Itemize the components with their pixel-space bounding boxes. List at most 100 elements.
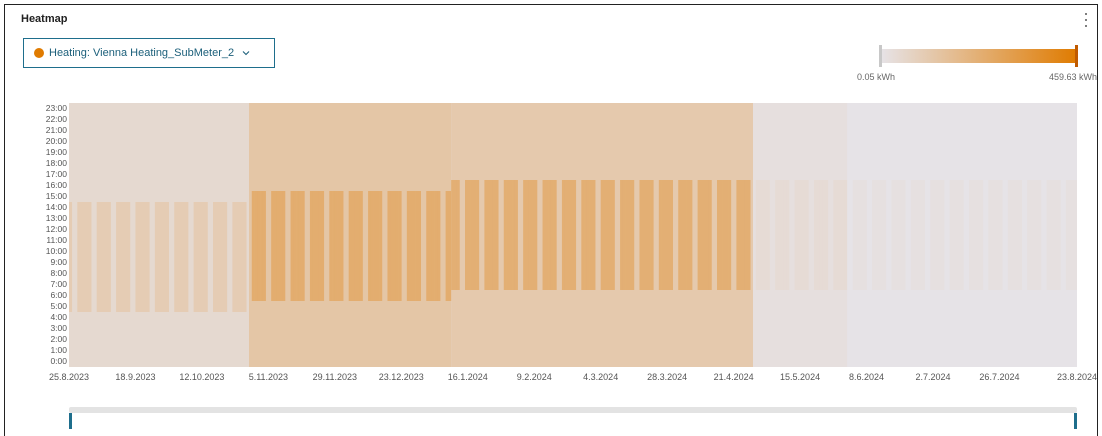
- heatmap-cell: [775, 180, 779, 290]
- heatmap-cell: [592, 180, 596, 290]
- range-slider-end-handle[interactable]: [1074, 413, 1077, 429]
- heatmap-cell: [611, 180, 615, 290]
- heatmap-cell: [941, 180, 945, 290]
- heatmap-cell: [470, 180, 474, 290]
- heatmap-cell: [107, 202, 111, 312]
- heatmap-cell: [1074, 180, 1077, 290]
- heatmap-period-4: [847, 103, 1077, 367]
- heatmap-cell: [484, 180, 488, 290]
- heatmap-cell: [1068, 180, 1072, 290]
- heatmap-cell: [348, 191, 352, 301]
- heatmap-cell: [201, 202, 205, 312]
- heatmap-cell: [825, 180, 829, 290]
- heatmap-cell: [426, 191, 430, 301]
- heatmap-cell: [165, 202, 169, 312]
- heatmap-cell: [838, 180, 842, 290]
- heatmap-cell: [861, 180, 865, 290]
- heatmap-cell: [813, 180, 817, 290]
- heatmap-period-0: [69, 103, 249, 367]
- heatmap-cell: [298, 191, 302, 301]
- heatmap-cell: [506, 180, 510, 290]
- heatmap-cell: [215, 202, 219, 312]
- y-tick-label: 0:00: [50, 356, 67, 366]
- heatmap-cell: [318, 191, 322, 301]
- heatmap-cell: [332, 191, 336, 301]
- heatmap-cell: [816, 180, 820, 290]
- y-tick-label: 23:00: [45, 103, 67, 113]
- heatmap-cell: [315, 191, 319, 301]
- heatmap-cell: [603, 180, 607, 290]
- x-tick-label: 12.10.2023: [179, 372, 225, 382]
- heatmap-cell: [334, 191, 338, 301]
- meter-select-dropdown[interactable]: Heating: Vienna Heating_SubMeter_2: [23, 38, 275, 68]
- y-tick-label: 8:00: [50, 268, 67, 278]
- more-options-icon[interactable]: [1081, 13, 1091, 27]
- heatmap-cell: [528, 180, 532, 290]
- heatmap-cell: [764, 180, 768, 290]
- heatmap-cell: [321, 191, 325, 301]
- range-slider-start-handle[interactable]: [69, 413, 72, 429]
- heatmap-cell: [703, 180, 707, 290]
- heatmap-cell: [631, 180, 635, 290]
- heatmap-cell: [664, 180, 668, 290]
- x-tick-label: 21.4.2024: [713, 372, 754, 382]
- x-tick-label: 23.12.2023: [378, 372, 424, 382]
- heatmap-cell: [955, 180, 959, 290]
- heatmap-cell: [719, 180, 723, 290]
- y-tick-label: 2:00: [50, 334, 67, 344]
- heatmap-cell: [213, 202, 217, 312]
- x-tick-label: 16.1.2024: [447, 372, 488, 382]
- heatmap-cell: [116, 202, 120, 312]
- heatmap-cell: [678, 180, 682, 290]
- heatmap-cell: [196, 202, 200, 312]
- heatmap-cell: [863, 180, 867, 290]
- heatmap-cell: [177, 202, 181, 312]
- heatmap-cell: [855, 180, 859, 290]
- heatmap-cell: [883, 180, 887, 290]
- heatmap-cell: [622, 180, 626, 290]
- heatmap-cell: [77, 202, 81, 312]
- legend-min-handle: [879, 45, 882, 67]
- heatmap-cell: [448, 191, 452, 301]
- heatmap-cell: [891, 180, 895, 290]
- heatmap-cell: [841, 180, 845, 290]
- y-tick-label: 21:00: [45, 125, 67, 135]
- heatmap-cell: [550, 180, 554, 290]
- heatmap-cell: [1007, 180, 1011, 290]
- heatmap-period-3: [753, 103, 848, 367]
- heatmap-cell: [271, 191, 275, 301]
- heatmap-cell: [393, 191, 397, 301]
- x-tick-label: 29.11.2023: [312, 372, 358, 382]
- heatmap-cell: [573, 180, 577, 290]
- x-tick-label: 23.8.2024: [1056, 372, 1098, 382]
- heatmap-cell: [329, 191, 333, 301]
- heatmap-cell: [531, 180, 535, 290]
- y-tick-label: 6:00: [50, 290, 67, 300]
- heatmap-period-2: [451, 103, 753, 367]
- heatmap-cell: [1054, 180, 1058, 290]
- heatmap-cell: [534, 180, 538, 290]
- x-tick-label: 26.7.2024: [979, 372, 1020, 382]
- heatmap-cell: [412, 191, 416, 301]
- heatmap-cell: [736, 180, 740, 290]
- heatmap-cell: [262, 191, 266, 301]
- y-tick-label: 15:00: [45, 191, 67, 201]
- heatmap-cell: [127, 202, 131, 312]
- heatmap-cell: [514, 180, 518, 290]
- heatmap-cell: [487, 180, 491, 290]
- heatmap-cell: [669, 180, 673, 290]
- y-tick-label: 20:00: [45, 136, 67, 146]
- heatmap-cell: [620, 180, 624, 290]
- heatmap-cell: [974, 180, 978, 290]
- y-tick-label: 13:00: [45, 213, 67, 223]
- heatmap-cell: [395, 191, 399, 301]
- heatmap-cell: [417, 191, 421, 301]
- heatmap-cell: [503, 180, 507, 290]
- heatmap-cell: [553, 180, 557, 290]
- heatmap-cell: [495, 180, 499, 290]
- heatmap-cell: [354, 191, 358, 301]
- range-slider-track[interactable]: [69, 407, 1077, 413]
- heatmap-cell: [960, 180, 964, 290]
- heatmap-cell: [916, 180, 920, 290]
- heatmap-cell: [1029, 180, 1033, 290]
